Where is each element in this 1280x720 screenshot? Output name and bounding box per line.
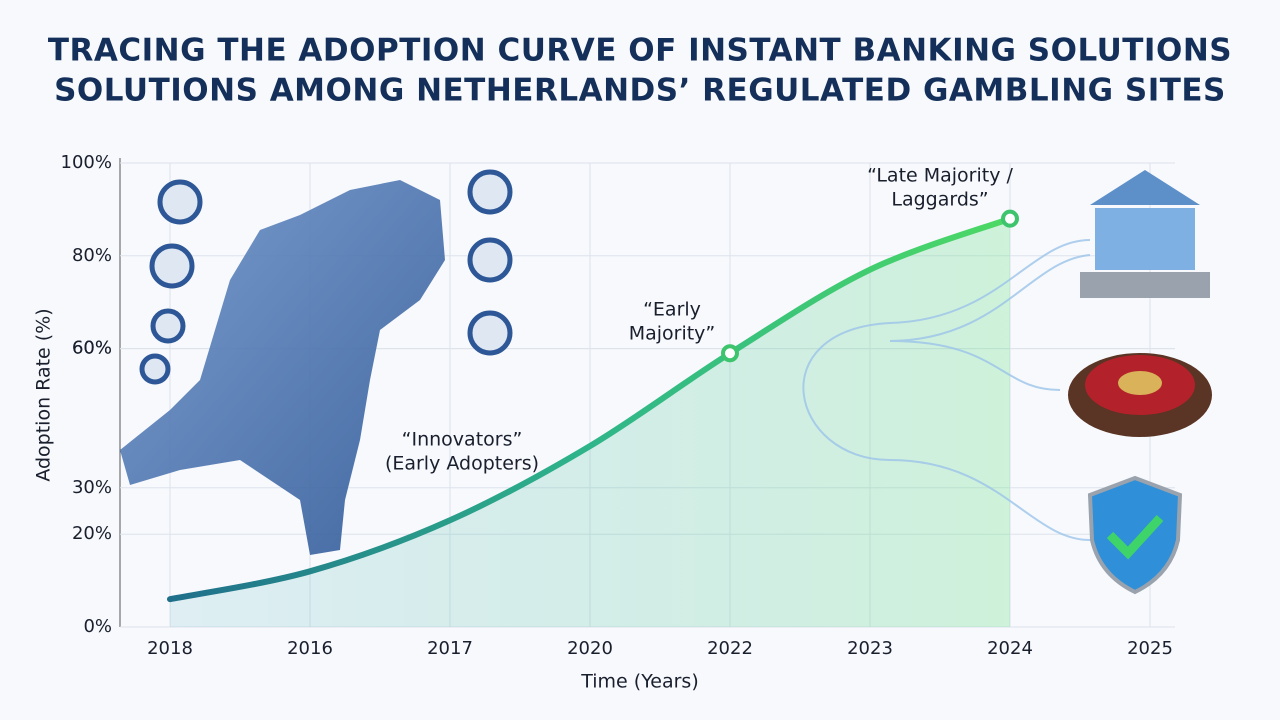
x-tick-label: 2020 bbox=[567, 638, 613, 659]
flow-lines bbox=[802, 239, 1091, 541]
shield-icon bbox=[1087, 475, 1183, 595]
x-tick-label: 2022 bbox=[707, 638, 753, 659]
x-axis-label: Time (Years) bbox=[580, 671, 699, 693]
annotation: “Innovators” bbox=[402, 429, 523, 451]
roulette-icon bbox=[1068, 353, 1212, 437]
annotation: “Early bbox=[643, 299, 701, 321]
y-tick-label: 30% bbox=[72, 477, 112, 498]
y-tick-label: 20% bbox=[72, 523, 112, 544]
y-tick-label: 100% bbox=[61, 152, 112, 173]
annotation: Laggards” bbox=[891, 189, 988, 211]
x-tick-label: 2016 bbox=[287, 638, 333, 659]
line bbox=[167, 215, 1013, 603]
chart-title: SOLUTIONS AMONG NETHERLANDS’ REGULATED G… bbox=[54, 73, 1226, 109]
x-tick-label: 2024 bbox=[987, 638, 1033, 659]
area bbox=[170, 218, 1010, 627]
annotation: “Late Majority / bbox=[867, 165, 1013, 187]
chip-icons bbox=[139, 169, 513, 385]
x-tick-label: 2025 bbox=[1127, 638, 1173, 659]
marker bbox=[721, 344, 739, 363]
chart-title: TRACING THE ADOPTION CURVE OF INSTANT BA… bbox=[48, 33, 1232, 69]
x-tick-label: 2023 bbox=[847, 638, 893, 659]
y-axis-label: Adoption Rate (%) bbox=[33, 308, 55, 481]
x-tick-label: 2017 bbox=[427, 638, 473, 659]
y-tick-label: 60% bbox=[72, 338, 112, 359]
y-tick-label: 80% bbox=[72, 245, 112, 266]
y-tick-label: 60% bbox=[72, 338, 112, 359]
y-tick-label: 0% bbox=[83, 616, 112, 637]
x-tick-label: 2018 bbox=[147, 638, 193, 659]
annotation: Majority” bbox=[629, 323, 716, 345]
map bbox=[120, 180, 445, 555]
decoration bbox=[120, 169, 1212, 595]
bank-icon bbox=[1080, 170, 1210, 298]
marker bbox=[1001, 209, 1019, 228]
annotation: (Early Adopters) bbox=[385, 453, 539, 475]
